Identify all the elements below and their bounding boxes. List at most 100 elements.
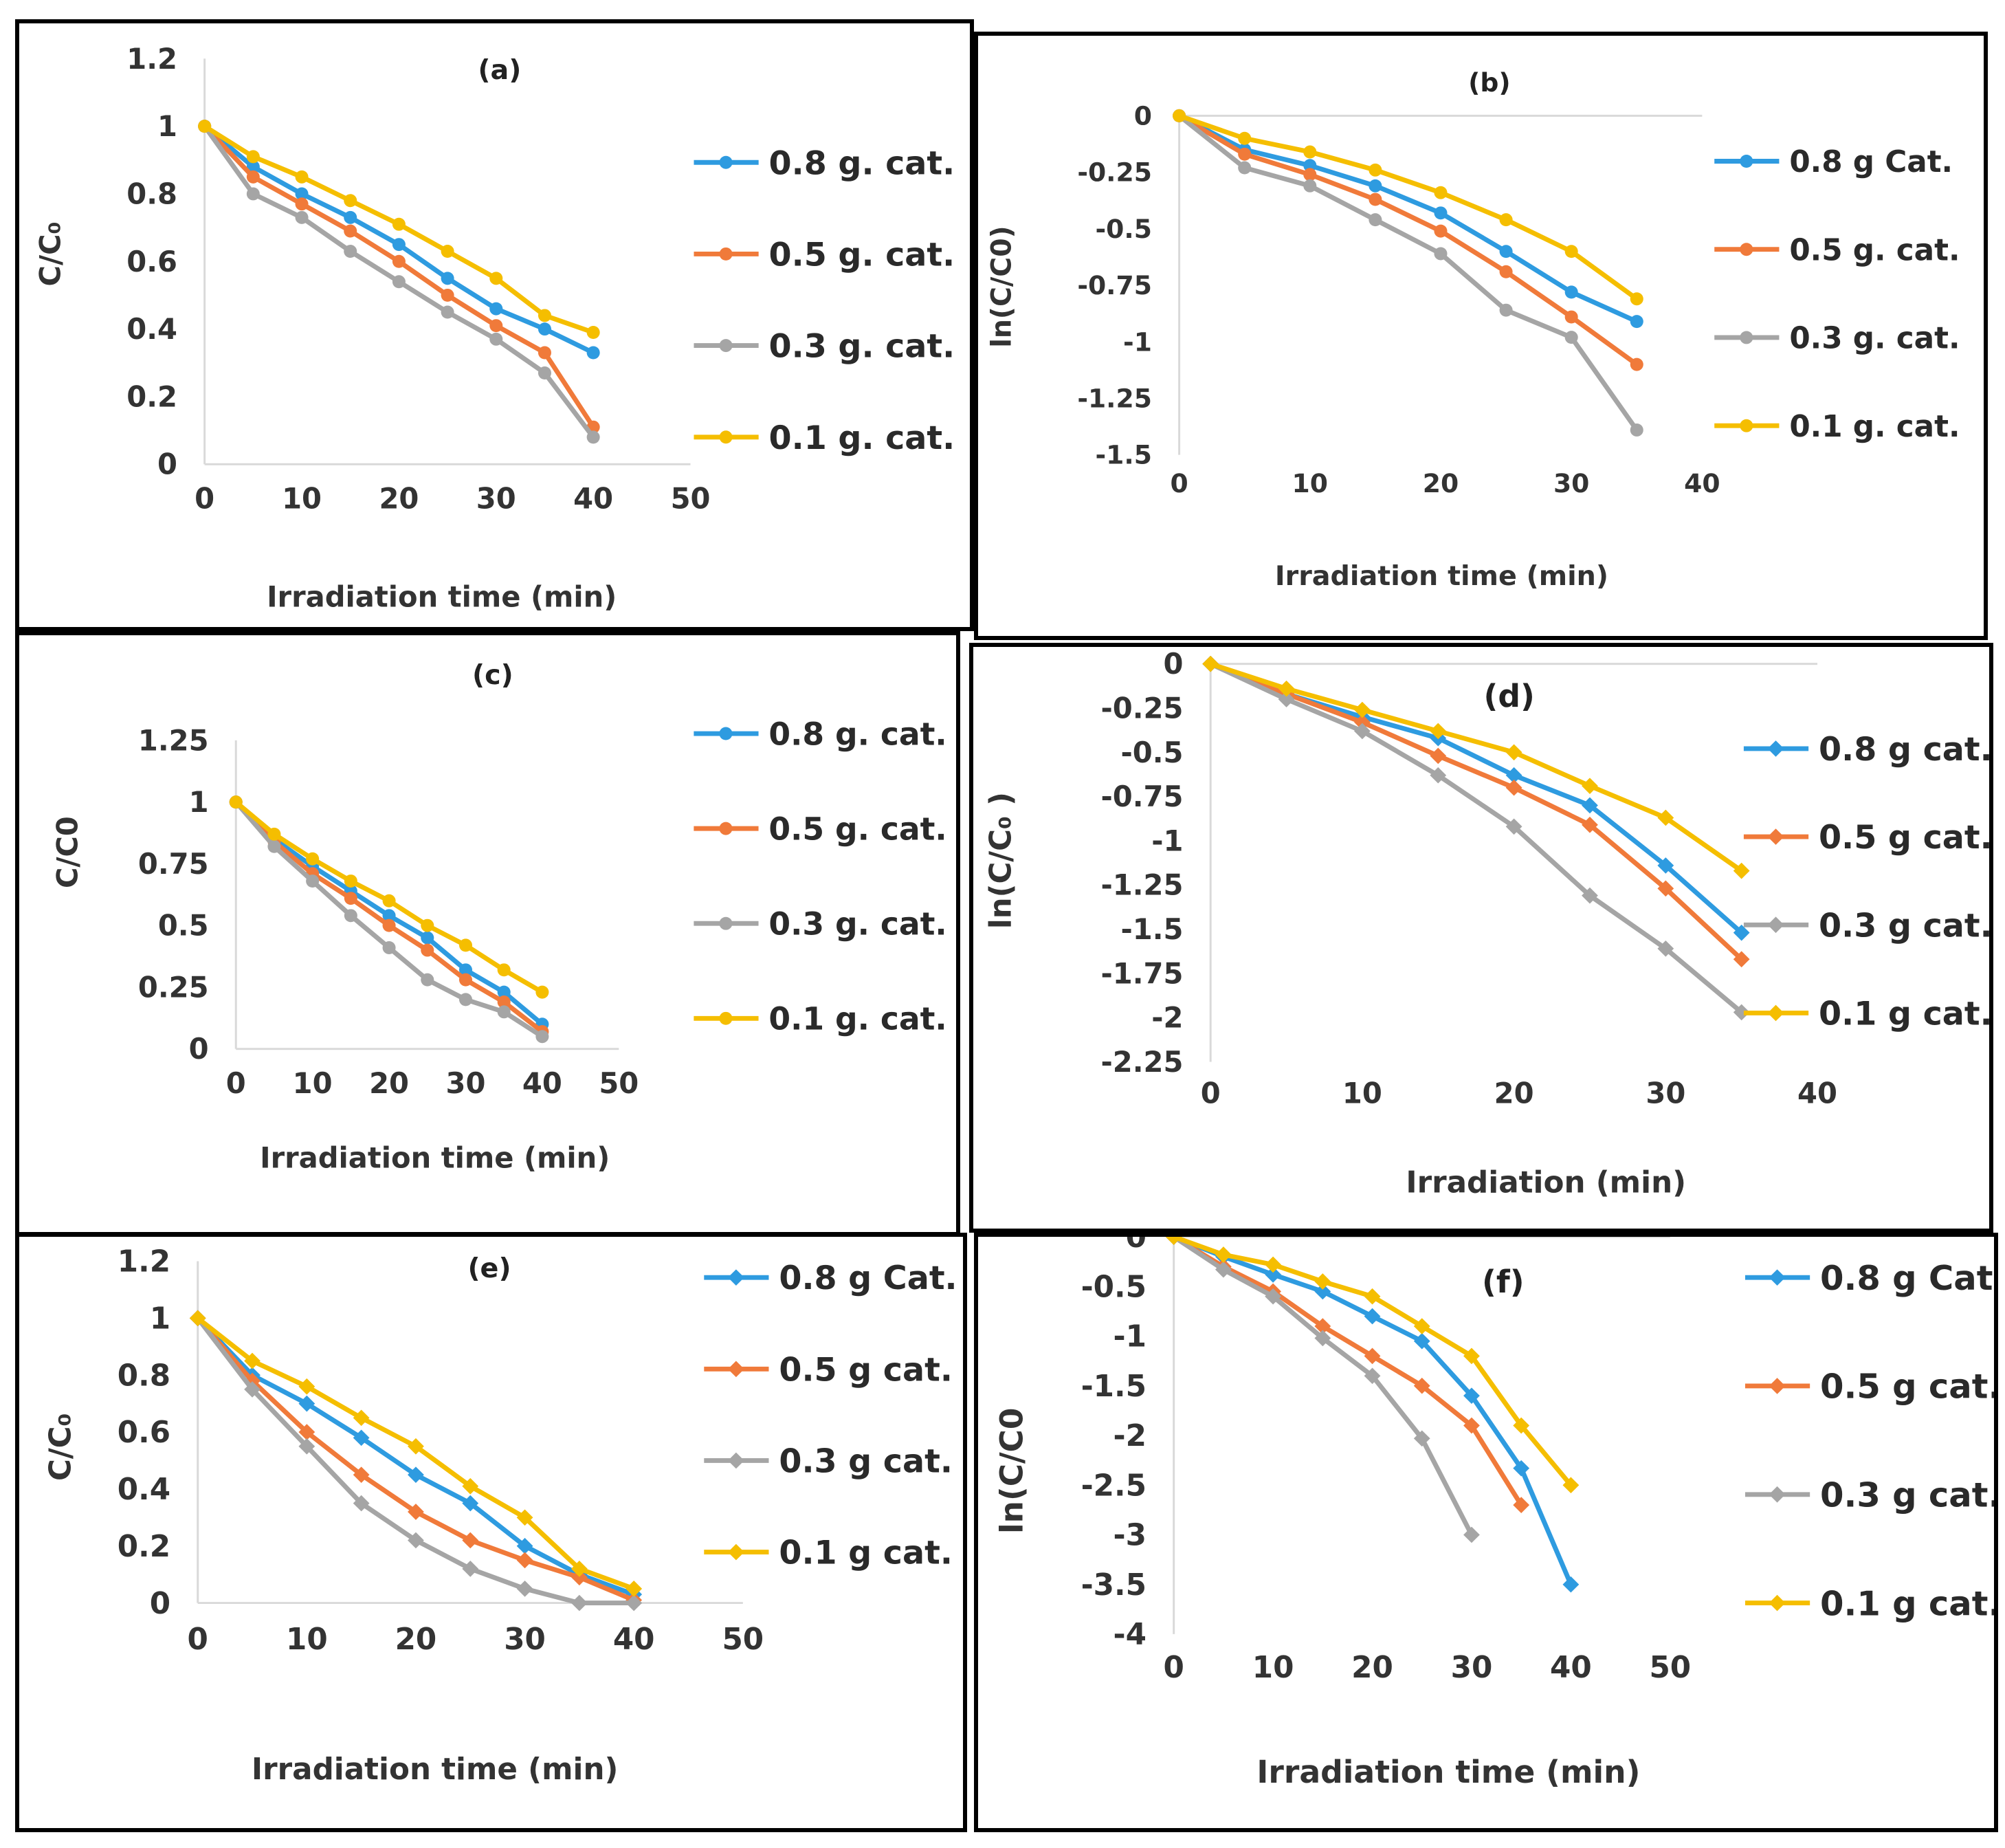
x-tick-label: 10: [282, 482, 322, 516]
panel-a: 0 0.2 0.4 0.6 0.8 1 1.2 0 10 20 30 40 50 Irradiation …: [15, 19, 974, 631]
data-point: [344, 909, 357, 923]
y-tick-label: 0.8: [118, 1358, 170, 1393]
y-tick-label: 0.6: [118, 1416, 170, 1450]
series-line: [196, 1316, 635, 1597]
data-point: [353, 1495, 370, 1512]
x-axis-title: Irradiation (min): [1406, 1166, 1686, 1200]
legend-label: 0.1 g cat.: [1819, 996, 1989, 1033]
y-tick-label: -2: [1114, 1419, 1146, 1453]
y-tick-label: -0.5: [1081, 1270, 1146, 1305]
data-point: [295, 170, 309, 184]
data-point: [719, 916, 733, 930]
data-point: [295, 210, 309, 224]
data-point: [1369, 179, 1382, 192]
data-point: [1740, 331, 1753, 344]
data-point: [306, 874, 320, 888]
data-point: [1463, 1417, 1480, 1434]
data-point: [441, 272, 454, 285]
data-point: [295, 187, 309, 201]
y-tick-label: -1.25: [1077, 384, 1152, 414]
y-tick-label: 0.8: [126, 177, 177, 211]
data-point: [382, 918, 396, 932]
x-tick-label: 30: [1553, 468, 1589, 498]
series-3: [1173, 109, 1643, 306]
x-tick-label: 50: [1649, 1651, 1691, 1685]
data-point: [1463, 1348, 1480, 1365]
data-point: [353, 1429, 370, 1446]
legend-label: 0.1 g. cat.: [768, 1001, 946, 1037]
y-axis-title: ln(C/C0): [986, 226, 1018, 347]
y-tick-label: -0.75: [1077, 270, 1152, 300]
x-tick-label: 30: [504, 1622, 546, 1657]
legend-entry: 0.1 g cat.: [1744, 1583, 1994, 1623]
series-line: [1177, 113, 1639, 432]
data-point: [1657, 857, 1674, 874]
x-axis-title: Irradiation time (min): [252, 1752, 619, 1787]
y-axis-title: C/C₀: [33, 221, 67, 286]
data-point: [1265, 1288, 1282, 1305]
legend-label: 0.8 g. cat.: [768, 716, 946, 752]
data-point: [1364, 1367, 1381, 1385]
data-point: [586, 346, 600, 360]
y-tick-label: 0: [1134, 101, 1152, 131]
series-line: [1177, 113, 1639, 366]
chart-f: 0 -0.5 -1 -1.5 -2 -2.5 -3 -3.5 -4 0 10 20 30 40 50 Irra…: [993, 1237, 1994, 1790]
data-point: [1767, 916, 1784, 934]
series-0: [198, 120, 600, 360]
legend-entry: 0.5 g. cat.: [1714, 233, 1960, 267]
data-point: [1499, 245, 1513, 258]
x-tick-label: 50: [722, 1622, 764, 1657]
data-point: [229, 795, 243, 809]
y-tick-label: 0.4: [118, 1473, 170, 1507]
data-point: [408, 1504, 424, 1520]
y-tick-label: -3: [1114, 1519, 1146, 1553]
data-point: [344, 245, 357, 258]
legend-entry: 0.5 g. cat.: [694, 236, 955, 274]
data-point: [244, 1352, 261, 1370]
legend-entry: 0.3 g. cat.: [1714, 322, 1960, 356]
series-3: [1202, 655, 1750, 879]
legend-label: 0.1 g cat.: [1820, 1583, 1994, 1623]
series-line: [1177, 113, 1638, 324]
data-point: [1314, 1283, 1331, 1300]
x-tick-label: 40: [522, 1066, 562, 1100]
legend-entry: 0.8 g. cat.: [694, 716, 947, 752]
data-point: [1314, 1273, 1331, 1290]
y-tick-label: -1.5: [1096, 440, 1152, 470]
chart-b: 0 -0.25 -0.5 -0.75 -1 -1.25 -1.5 0 10 20 30 40 Irrad…: [986, 67, 1960, 592]
y-tick-label: 0.75: [138, 847, 209, 881]
data-point: [1369, 163, 1382, 177]
data-point: [1499, 265, 1513, 278]
data-point: [1364, 1288, 1381, 1305]
data-point: [625, 1594, 643, 1612]
data-point: [538, 346, 551, 360]
y-tick-label: 0: [157, 448, 177, 481]
x-tick-label: 20: [1494, 1077, 1534, 1110]
legend-label: 0.3 g cat.: [779, 1443, 953, 1481]
data-point: [727, 1452, 744, 1469]
x-tick-label: 10: [1342, 1077, 1382, 1110]
x-tick-label: 0: [195, 482, 214, 516]
data-point: [421, 918, 434, 932]
data-point: [1499, 213, 1513, 227]
legend-label: 0.5 g cat.: [779, 1351, 953, 1389]
y-tick-label: -1.75: [1100, 956, 1183, 990]
data-point: [1202, 655, 1219, 672]
x-tick-label: 20: [369, 1066, 409, 1100]
legend-entry: 0.3 g cat.: [704, 1443, 953, 1481]
data-point: [1582, 797, 1598, 814]
data-point: [1173, 109, 1186, 122]
y-tick-label: 0.4: [126, 312, 177, 346]
data-point: [1413, 1318, 1430, 1334]
data-point: [1238, 147, 1252, 161]
legend-entry: 0.8 g Cat.: [704, 1260, 957, 1297]
series-line: [1178, 113, 1639, 301]
legend-label: 0.8 g. cat.: [769, 144, 955, 182]
legend-entry: 0.5 g. cat.: [694, 811, 947, 847]
data-point: [462, 1532, 479, 1549]
x-tick-label: 30: [1451, 1651, 1493, 1685]
data-point: [535, 985, 549, 999]
data-point: [719, 1011, 733, 1025]
panel-e: 0 0.2 0.4 0.6 0.8 1 1.2 0 10 20 30 40 50 Irradiation …: [15, 1233, 967, 1832]
data-point: [1582, 778, 1598, 794]
